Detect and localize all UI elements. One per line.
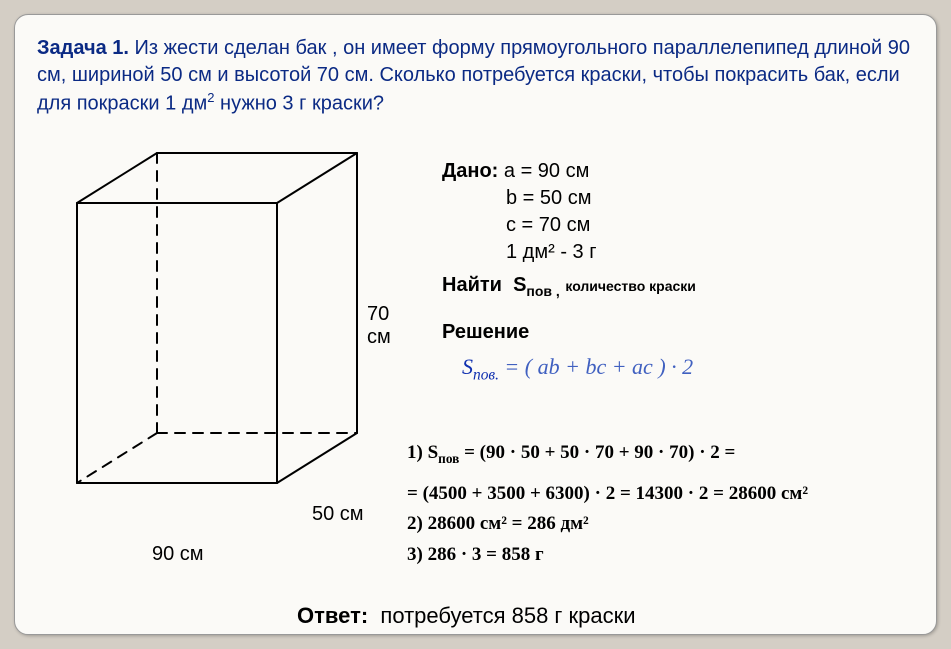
step-1: 1) Sпов = (90 · 50 + 50 · 70 + 90 · 70) … bbox=[407, 438, 951, 469]
work-column: Дано: a = 90 см b = 50 см c = 70 см 1 дм… bbox=[442, 158, 942, 386]
step-1-sub: пов bbox=[438, 450, 459, 465]
step-1-prefix: 1) bbox=[407, 442, 423, 463]
given-row-1: b = 50 см bbox=[506, 185, 942, 212]
formula-lhs-sub: пов. bbox=[473, 366, 499, 383]
dim-depth: 50 см bbox=[312, 503, 364, 526]
step-1-sym: S bbox=[428, 442, 439, 463]
step-3: 2) 28600 см² = 286 дм² bbox=[407, 509, 951, 539]
surface-area-formula: Sпов. = ( ab + bc + ac ) · 2 bbox=[462, 352, 942, 386]
problem-text-2: нужно 3 г краски? bbox=[215, 93, 385, 115]
problem-statement: Задача 1. Из жести сделан бак , он имеет… bbox=[37, 35, 914, 118]
solution-steps: 1) Sпов = (90 · 50 + 50 · 70 + 90 · 70) … bbox=[407, 438, 951, 570]
diagram-svg bbox=[57, 143, 387, 563]
problem-sup: 2 bbox=[207, 90, 214, 105]
step-2: = (4500 + 3500 + 6300) · 2 = 14300 · 2 =… bbox=[407, 479, 951, 509]
given-row-0: a = 90 см bbox=[504, 160, 589, 182]
find-label: Найти bbox=[442, 274, 502, 296]
dim-width: 90 см bbox=[152, 543, 204, 566]
answer-text: потребуется 858 г краски bbox=[380, 603, 635, 628]
formula-rhs: = ( ab + bc + ac ) · 2 bbox=[504, 354, 693, 379]
given-row-3: 1 дм² - 3 г bbox=[506, 239, 942, 266]
solution-title: Решение bbox=[442, 319, 942, 346]
answer-line: Ответ: потребуется 858 г краски bbox=[297, 603, 636, 629]
find-sub: пов , bbox=[526, 283, 559, 299]
slide-card: Задача 1. Из жести сделан бак , он имеет… bbox=[14, 14, 937, 635]
step-4: 3) 286 · 3 = 858 г bbox=[407, 540, 951, 570]
find-symbol: S bbox=[513, 274, 526, 296]
dim-height: 70 см bbox=[367, 303, 391, 349]
step-1-rest: = (90 · 50 + 50 · 70 + 90 · 70) · 2 = bbox=[459, 442, 735, 463]
formula-lhs: S bbox=[462, 354, 473, 379]
content-area: 90 см 50 см 70 см Дано: a = 90 см b = 50… bbox=[37, 118, 914, 638]
find-extra: количество краски bbox=[565, 278, 696, 294]
parallelepiped-diagram: 90 см 50 см 70 см bbox=[57, 143, 387, 563]
answer-label: Ответ: bbox=[297, 603, 368, 628]
problem-text-1: Из жести сделан бак , он имеет форму пря… bbox=[37, 37, 910, 115]
problem-label: Задача 1. bbox=[37, 37, 129, 59]
given-row-2: c = 70 см bbox=[506, 212, 942, 239]
given-label: Дано: bbox=[442, 160, 498, 182]
